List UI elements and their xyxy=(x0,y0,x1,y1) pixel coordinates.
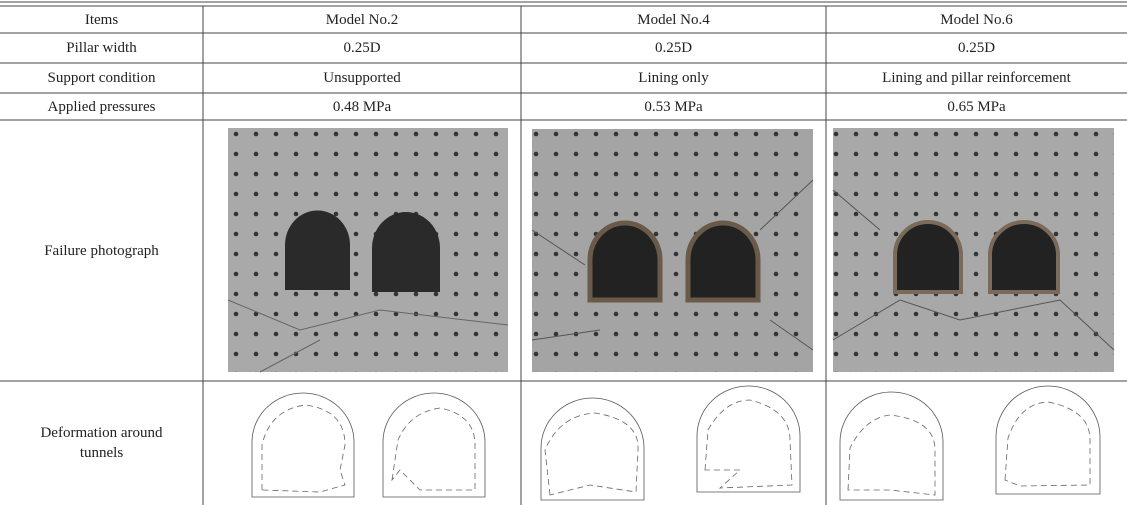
header-cell: Model No.4 xyxy=(521,6,826,33)
photo-model-6 xyxy=(833,128,1114,372)
table-cell: 0.65 MPa xyxy=(826,93,1127,120)
deformation-dashed xyxy=(262,400,1090,495)
table-cell: Lining only xyxy=(521,63,826,93)
photo-model-2 xyxy=(228,128,508,372)
row-label: Failure photograph xyxy=(0,120,203,381)
header-cell: Model No.6 xyxy=(826,6,1127,33)
row-label: Deformation around tunnels xyxy=(30,381,173,505)
table-cell: 0.25D xyxy=(521,33,826,63)
table-cell: Lining and pillar reinforcement xyxy=(826,63,1127,93)
deformation-outlines xyxy=(252,386,1100,500)
table-cell: 0.48 MPa xyxy=(203,93,521,120)
table-cell: 0.25D xyxy=(826,33,1127,63)
row-label: Applied pressures xyxy=(0,93,203,120)
table-cell: 0.53 MPa xyxy=(521,93,826,120)
row-label: Pillar width xyxy=(0,33,203,63)
table-cell: Unsupported xyxy=(203,63,521,93)
table-cell: 0.25D xyxy=(203,33,521,63)
header-cell: Items xyxy=(0,6,203,33)
photo-model-4 xyxy=(532,129,813,372)
header-cell: Model No.2 xyxy=(203,6,521,33)
row-label: Support condition xyxy=(0,63,203,93)
table-page: Items Model No.2 Model No.4 Model No.6 F… xyxy=(0,0,1127,505)
